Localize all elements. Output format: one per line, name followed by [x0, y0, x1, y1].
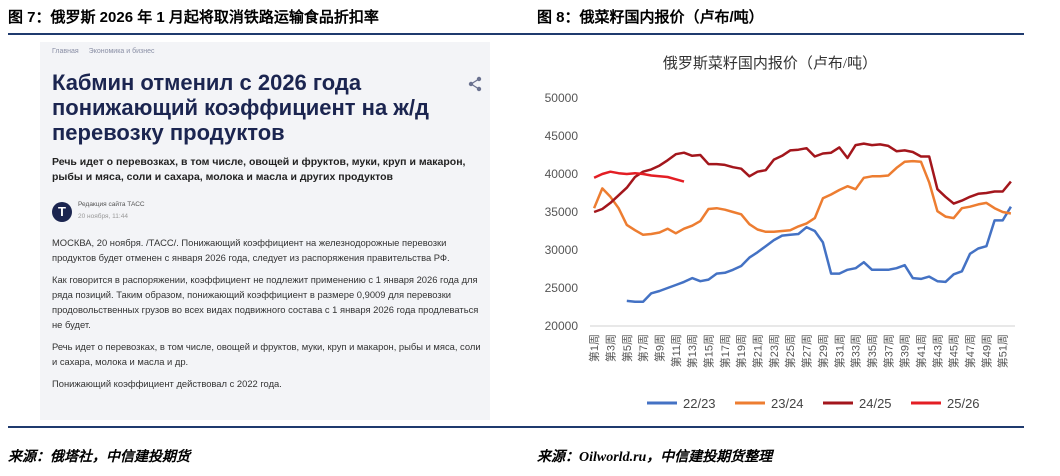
legend-label: 24/25 — [859, 396, 892, 411]
x-tick-label: 第37周 — [881, 334, 895, 368]
article-screenshot: Главная Экономика и бизнес Кабмин отменил… — [40, 42, 490, 420]
source: 来源：Oilworld.ru，中信建投期货整理 — [537, 450, 773, 465]
crumb[interactable]: Главная — [52, 48, 79, 55]
x-tick-label: 第33周 — [849, 334, 863, 368]
x-tick-label: 第17周 — [718, 334, 732, 368]
figure-title: 图 7：俄罗斯 2026 年 1 月起将取消铁路运输食品折扣率 — [8, 9, 379, 26]
x-tick-label: 第5周 — [620, 334, 634, 362]
x-tick-label: 第23周 — [767, 334, 781, 368]
x-tick-label: 第39周 — [898, 334, 912, 368]
body: МОСКВА, 20 ноября. /ТАСС/. Понижающий ко… — [52, 235, 482, 398]
footer-rule — [8, 426, 1024, 428]
x-tick-label: 第49周 — [979, 334, 993, 368]
x-tick-label: 第13周 — [685, 334, 699, 368]
y-tick-label: 30000 — [545, 243, 579, 257]
header-rule — [8, 33, 1024, 35]
x-tick-label: 第9周 — [652, 334, 666, 362]
y-tick-label: 20000 — [545, 319, 579, 333]
breadcrumb: Главная Экономика и бизнес — [52, 48, 165, 55]
y-tick-label: 45000 — [545, 129, 579, 143]
series-line — [593, 170, 685, 183]
x-tick-label: 第43周 — [930, 334, 944, 368]
paragraph: Понижающий коэффициент действовал с 2022… — [52, 378, 282, 389]
paragraph: Речь идет о перевозках, в том числе, ово… — [52, 341, 481, 367]
x-tick-label: 第35周 — [865, 334, 879, 368]
author: Редакция сайта ТАСС — [78, 201, 145, 208]
lead: Речь идет о перевозках, в том числе, ово… — [52, 156, 466, 183]
figure-title: 图 8：俄菜籽国内报价（卢布/吨） — [537, 9, 764, 26]
headline: Кабмин отменил с 2026 года понижающий ко… — [52, 70, 429, 145]
x-tick-label: 第45周 — [947, 334, 961, 368]
crumb[interactable]: Экономика и бизнес — [88, 48, 155, 55]
series-line — [626, 206, 1012, 303]
headline-line: перевозку продуктов — [52, 120, 285, 145]
headline-line: Кабмин отменил с 2026 года — [52, 70, 362, 95]
x-tick-label: 第47周 — [963, 334, 977, 368]
x-tick-label: 第41周 — [914, 334, 928, 368]
paragraph: МОСКВА, 20 ноября. /ТАСС/. Понижающий ко… — [52, 237, 450, 263]
avatar: T — [52, 202, 72, 222]
y-tick-label: 50000 — [545, 91, 579, 105]
chart: 俄罗斯菜籽国内报价（卢布/吨） 20000 25000 30000 35000 4000… — [545, 55, 1015, 411]
x-tick-label: 第51周 — [996, 334, 1010, 368]
legend-label: 25/26 — [947, 396, 980, 411]
x-tick-label: 第7周 — [636, 334, 650, 362]
share-icon[interactable] — [468, 76, 482, 92]
series-line — [592, 159, 1012, 237]
y-tick-label: 25000 — [545, 281, 579, 295]
x-tick-label: 第11周 — [669, 334, 683, 367]
headline-line: понижающий коэффициент на ж/д — [52, 95, 429, 120]
legend-label: 23/24 — [771, 396, 804, 411]
x-tick-label: 第1周 — [587, 334, 601, 362]
source: 来源：俄塔社，中信建投期货 — [8, 450, 190, 465]
chart-title: 俄罗斯菜籽国内报价（卢布/吨） — [663, 55, 877, 72]
legend-label: 22/23 — [683, 396, 716, 411]
x-tick-label: 第15周 — [702, 334, 716, 368]
x-tick-label: 第25周 — [783, 334, 797, 368]
series-line — [593, 142, 1012, 214]
x-tick-label: 第27周 — [800, 334, 814, 368]
x-tick-label: 第19周 — [734, 334, 748, 368]
x-tick-label: 第21周 — [751, 334, 765, 368]
y-tick-label: 35000 — [545, 205, 579, 219]
x-tick-label: 第29周 — [816, 334, 830, 368]
x-tick-label: 第31周 — [832, 334, 846, 368]
date: 20 ноября, 11:44 — [78, 213, 128, 220]
x-tick-label: 第3周 — [603, 334, 617, 362]
paragraph: Как говорится в распоряжении, коэффициен… — [52, 274, 479, 330]
y-tick-label: 40000 — [545, 167, 579, 181]
